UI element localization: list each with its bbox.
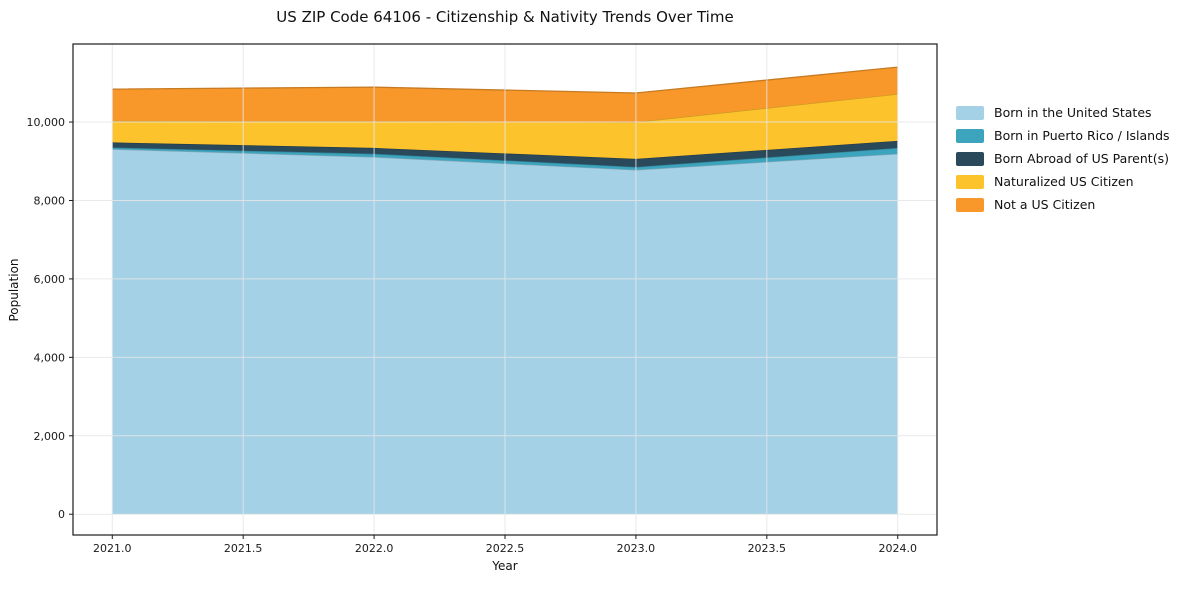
- legend-label-4: Not a US Citizen: [994, 197, 1096, 212]
- legend-label-2: Born Abroad of US Parent(s): [994, 151, 1169, 166]
- chart-title: US ZIP Code 64106 - Citizenship & Nativi…: [276, 8, 734, 26]
- x-tick-label: 2024.0: [878, 542, 917, 555]
- y-axis-label: Population: [7, 258, 21, 322]
- y-tick-label: 2,000: [34, 430, 66, 443]
- legend-swatch-0: [956, 106, 984, 120]
- y-tick-label: 0: [58, 508, 65, 521]
- legend-label-3: Naturalized US Citizen: [994, 174, 1134, 189]
- x-tick-label: 2021.5: [224, 542, 263, 555]
- legend-swatch-2: [956, 152, 984, 166]
- legend-item-0: Born in the United States: [956, 106, 1170, 120]
- x-tick-label: 2022.0: [355, 542, 394, 555]
- legend-item-4: Not a US Citizen: [956, 198, 1170, 212]
- x-tick-label: 2021.0: [93, 542, 132, 555]
- x-tick-label: 2022.5: [486, 542, 525, 555]
- series-area-1: [112, 147, 898, 170]
- legend-label-0: Born in the United States: [994, 105, 1152, 120]
- legend-swatch-1: [956, 129, 984, 143]
- x-axis-label: Year: [492, 559, 518, 573]
- legend-swatch-4: [956, 198, 984, 212]
- y-tick-label: 4,000: [34, 351, 66, 364]
- legend-swatch-3: [956, 175, 984, 189]
- y-tick-label: 8,000: [34, 194, 66, 207]
- legend-item-1: Born in Puerto Rico / Islands: [956, 129, 1170, 143]
- legend: Born in the United States Born in Puerto …: [956, 106, 1170, 212]
- x-tick-label: 2023.0: [617, 542, 656, 555]
- legend-item-3: Naturalized US Citizen: [956, 175, 1170, 189]
- legend-label-1: Born in Puerto Rico / Islands: [994, 128, 1170, 143]
- y-tick-label: 6,000: [34, 273, 66, 286]
- y-tick-label: 10,000: [27, 116, 66, 129]
- x-tick-label: 2023.5: [748, 542, 787, 555]
- legend-item-2: Born Abroad of US Parent(s): [956, 152, 1170, 166]
